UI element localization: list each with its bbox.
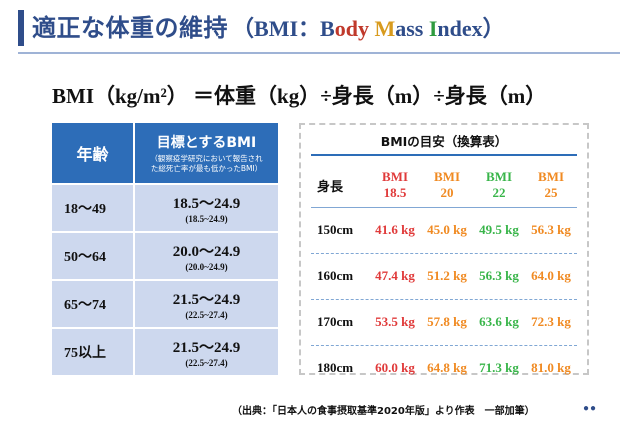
decorative-dots: ●● xyxy=(583,403,598,414)
weight-cell: 72.3 kg xyxy=(531,314,571,329)
row-divider xyxy=(311,207,577,208)
conversion-title-rule xyxy=(311,154,577,156)
weight-cell: 64.0 kg xyxy=(531,268,571,283)
height-cell: 170cm xyxy=(317,314,354,329)
age-cell: 75以上 xyxy=(52,329,135,375)
table-row: 75以上 21.5〜24.9 (22.5~27.4) xyxy=(52,327,278,375)
age-cell: 65〜74 xyxy=(52,281,135,327)
header-target: 目標とするBMI （観察疫学研究において報告され た総死亡率が最も低かったBMI… xyxy=(135,123,278,183)
row-divider xyxy=(311,253,577,254)
height-cell: 180cm xyxy=(317,360,354,375)
header-age: 年齢 xyxy=(52,123,135,183)
source-citation: （出典：「日本人の食事摂取基準2020年版」より作表 一部加筆） xyxy=(232,406,535,417)
height-cell: 150cm xyxy=(317,222,354,237)
table-row: 50〜64 20.0〜24.9 (20.0~24.9) xyxy=(52,231,278,279)
target-cell: 18.5〜24.9 (18.5~24.9) xyxy=(135,185,278,231)
weight-cell: 71.3 kg xyxy=(479,360,519,375)
table-row: 150cm 41.6 kg 45.0 kg 49.5 kg 56.3 kg xyxy=(311,207,577,253)
weight-cell: 51.2 kg xyxy=(427,268,467,283)
title-subtitle: （BMI：Body Mass Index） xyxy=(232,16,505,41)
row-divider xyxy=(311,345,577,346)
header-target-label: 目標とするBMI xyxy=(156,135,257,151)
weight-cell: 57.8 kg xyxy=(427,314,467,329)
row-divider xyxy=(311,299,577,300)
title-divider xyxy=(18,52,620,54)
weight-cell: 63.6 kg xyxy=(479,314,519,329)
weight-cell: 56.3 kg xyxy=(479,268,519,283)
weight-cell: 60.0 kg xyxy=(375,360,415,375)
age-cell: 18〜49 xyxy=(52,185,135,231)
bmi-col-header: BMI 25 xyxy=(538,169,564,200)
table-row: 180cm 60.0 kg 64.8 kg 71.3 kg 81.0 kg xyxy=(311,345,577,391)
bmi-conversion-table: BMIの目安（換算表） 身長 BMI 18.5 BMI 20 BMI 22 BMI 25… xyxy=(299,123,589,375)
target-bmi-header: 年齢 目標とするBMI （観察疫学研究において報告され た総死亡率が最も低かった… xyxy=(52,123,278,183)
table-row: 170cm 53.5 kg 57.8 kg 63.6 kg 72.3 kg xyxy=(311,299,577,345)
weight-cell: 81.0 kg xyxy=(531,360,571,375)
title-main: 適正な体重の維持 xyxy=(32,14,228,42)
height-header: 身長 xyxy=(317,179,344,195)
target-cell: 21.5〜24.9 (22.5~27.4) xyxy=(135,281,278,327)
title-accent-bar xyxy=(18,10,24,46)
weight-cell: 41.6 kg xyxy=(375,222,415,237)
height-cell: 160cm xyxy=(317,268,354,283)
table-row: 18〜49 18.5〜24.9 (18.5~24.9) xyxy=(52,183,278,231)
conversion-grid: 身長 BMI 18.5 BMI 20 BMI 22 BMI 25 150cm 41.6 … xyxy=(311,163,577,391)
bmi-col-header: BMI 22 xyxy=(486,169,512,200)
target-cell: 21.5〜24.9 (22.5~27.4) xyxy=(135,329,278,375)
age-cell: 50〜64 xyxy=(52,233,135,279)
page-title: 適正な体重の維持 （BMI：Body Mass Index） xyxy=(32,8,505,48)
target-bmi-table: 年齢 目標とするBMI （観察疫学研究において報告され た総死亡率が最も低かった… xyxy=(52,123,278,375)
weight-cell: 47.4 kg xyxy=(375,268,415,283)
bmi-col-header: BMI 20 xyxy=(434,169,460,200)
weight-cell: 49.5 kg xyxy=(479,222,519,237)
bmi-col-header: BMI 18.5 xyxy=(382,169,408,200)
weight-cell: 64.8 kg xyxy=(427,360,467,375)
conversion-header-row: 身長 BMI 18.5 BMI 20 BMI 22 BMI 25 xyxy=(311,163,577,207)
table-row: 65〜74 21.5〜24.9 (22.5~27.4) xyxy=(52,279,278,327)
weight-cell: 56.3 kg xyxy=(531,222,571,237)
table-row: 160cm 47.4 kg 51.2 kg 56.3 kg 64.0 kg xyxy=(311,253,577,299)
conversion-title: BMIの目安（換算表） xyxy=(380,134,508,149)
weight-cell: 53.5 kg xyxy=(375,314,415,329)
header-target-note: （観察疫学研究において報告され た総死亡率が最も低かったBMI） xyxy=(150,154,263,173)
target-cell: 20.0〜24.9 (20.0~24.9) xyxy=(135,233,278,279)
bmi-formula: BMI（kg/m²） ＝体重（kg）÷身長（m）÷身長（m） xyxy=(52,84,547,108)
weight-cell: 45.0 kg xyxy=(427,222,467,237)
